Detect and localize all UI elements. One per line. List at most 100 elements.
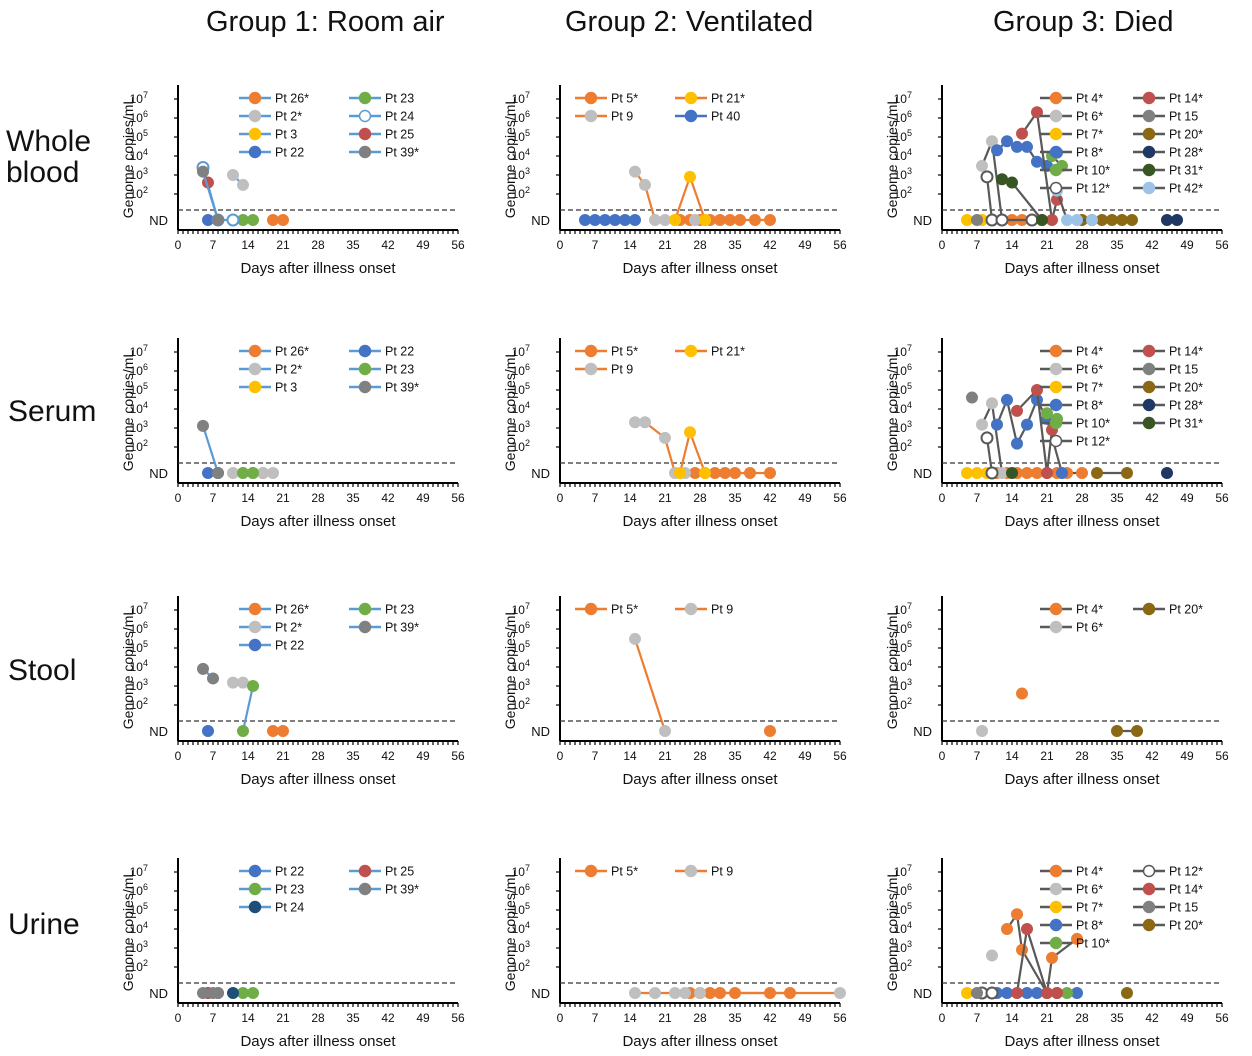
data-point: [277, 214, 289, 226]
data-point: [659, 431, 671, 444]
data-point: [1021, 140, 1033, 153]
x-axis-title: Days after illness onset: [240, 260, 396, 277]
x-tick-label: 14: [623, 749, 637, 763]
legend-label: Pt 6*: [1076, 110, 1103, 124]
data-point: [257, 467, 269, 479]
series-line: [1021, 109, 1059, 221]
x-tick-label: 49: [416, 491, 430, 505]
data-point: [247, 987, 259, 999]
x-tick-label: 28: [693, 1011, 707, 1025]
data-point: [1006, 176, 1018, 189]
column-title-group2: Group 2: Ventilated: [565, 6, 814, 38]
x-tick-label: 42: [381, 238, 395, 252]
legend-swatch-marker: [1142, 127, 1156, 141]
legend-label: Pt 10*: [1076, 417, 1110, 431]
data-point: [237, 178, 249, 191]
legend-label: Pt 24: [385, 110, 414, 124]
legend-label: Pt 3: [275, 381, 297, 395]
legend-swatch-marker: [684, 602, 698, 616]
legend-swatch-marker: [584, 344, 598, 358]
legend-label: Pt 5*: [611, 603, 638, 617]
legend-label: Pt 26*: [275, 92, 309, 106]
data-point: [976, 725, 988, 737]
legend-label: Pt 21*: [711, 92, 745, 106]
legend-label: Pt 12*: [1076, 182, 1110, 196]
legend-label: Pt 10*: [1076, 164, 1110, 178]
legend-label: Pt 14*: [1169, 883, 1203, 897]
x-tick-label: 0: [939, 749, 946, 763]
legend-swatch-marker: [1142, 918, 1156, 932]
x-tick-label: 28: [693, 749, 707, 763]
legend-swatch-marker: [1142, 398, 1156, 412]
y-axis-title: Genome copies/mL: [884, 350, 900, 472]
x-tick-label: 35: [728, 491, 742, 505]
x-tick-label: 49: [798, 749, 812, 763]
x-tick-label: 0: [175, 749, 182, 763]
x-tick-label: 14: [241, 491, 255, 505]
legend-swatch-marker: [1142, 145, 1156, 159]
data-point: [995, 213, 1009, 227]
legend-swatch-marker: [248, 620, 262, 634]
legend-swatch-marker: [248, 638, 262, 652]
legend-swatch-marker: [358, 91, 372, 105]
data-point: [212, 987, 224, 999]
series-line: [635, 421, 685, 475]
series-line: [633, 638, 667, 732]
x-axis-title: Days after illness onset: [1004, 771, 1160, 788]
legend-label: Pt 9: [711, 603, 733, 617]
x-tick-label: 56: [451, 491, 465, 505]
legend-label: Pt 31*: [1169, 164, 1203, 178]
series-line: [201, 425, 220, 474]
data-point: [227, 676, 239, 689]
legend-swatch-marker: [248, 602, 262, 616]
data-point: [1041, 467, 1053, 479]
x-tick-label: 14: [623, 238, 637, 252]
column-title-group1: Group 1: Room air: [206, 6, 445, 38]
legend-swatch-marker: [1049, 91, 1063, 105]
data-point: [212, 214, 224, 226]
data-point: [980, 431, 994, 445]
data-point: [764, 725, 776, 737]
data-point: [986, 949, 998, 962]
x-tick-label: 56: [451, 1011, 465, 1025]
x-tick-label: 28: [693, 238, 707, 252]
data-point: [980, 170, 994, 184]
legend-label: Pt 8*: [1076, 399, 1103, 413]
data-point: [1001, 393, 1013, 406]
x-axis-title: Days after illness onset: [1004, 513, 1160, 530]
data-point: [986, 397, 998, 410]
data-point: [976, 418, 988, 431]
x-tick-label: 56: [833, 238, 847, 252]
data-point: [639, 178, 651, 191]
x-tick-label: 56: [833, 1011, 847, 1025]
x-tick-label: 28: [311, 1011, 325, 1025]
legend-label: Pt 2*: [275, 363, 302, 377]
x-tick-label: 0: [557, 749, 564, 763]
legend-label: Pt 39*: [385, 146, 419, 160]
x-tick-label: 0: [175, 491, 182, 505]
y-axis-title: Genome copies/mL: [120, 870, 136, 992]
legend-label: Pt 15: [1169, 110, 1198, 124]
y-axis-title: Genome copies/mL: [120, 97, 136, 219]
y-tick-label: ND: [913, 724, 932, 739]
x-tick-label: 21: [1040, 1011, 1054, 1025]
legend-label: Pt 12*: [1076, 435, 1110, 449]
data-point: [714, 214, 726, 226]
legend-swatch-marker: [1142, 181, 1156, 195]
y-tick-label: ND: [531, 466, 550, 481]
data-point: [764, 467, 776, 479]
data-point: [197, 165, 209, 178]
y-tick-label: ND: [913, 986, 932, 1001]
x-tick-label: 0: [939, 238, 946, 252]
data-point: [207, 672, 219, 685]
data-point: [1025, 213, 1039, 227]
data-point: [971, 214, 983, 226]
legend-swatch-marker: [584, 109, 598, 123]
x-tick-label: 49: [1180, 491, 1194, 505]
x-tick-label: 56: [1215, 238, 1229, 252]
x-tick-label: 7: [210, 238, 217, 252]
data-point: [237, 467, 249, 479]
x-tick-label: 42: [1145, 491, 1159, 505]
x-tick-label: 7: [974, 238, 981, 252]
